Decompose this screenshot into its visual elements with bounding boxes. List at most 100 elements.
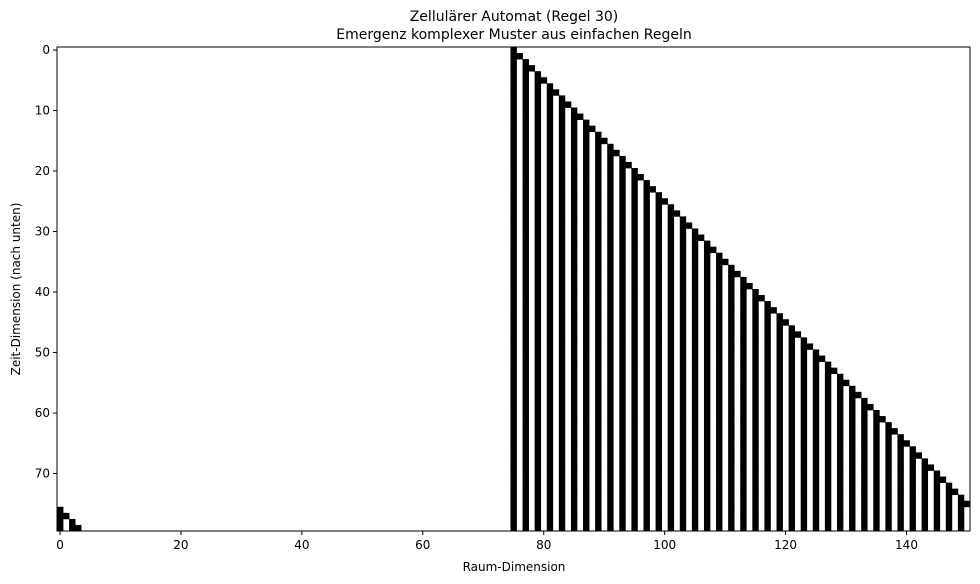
- cell-on: [643, 422, 650, 429]
- cell-on: [607, 379, 614, 387]
- cell-on: [782, 319, 789, 326]
- cell-on: [595, 270, 602, 278]
- cell-on: [655, 282, 662, 290]
- cell-on: [655, 331, 662, 338]
- cell-on: [510, 506, 517, 514]
- cell-on: [546, 289, 554, 296]
- cell-on: [812, 464, 820, 471]
- cell-on: [764, 494, 771, 502]
- cell-on: [546, 83, 554, 90]
- cell-on: [824, 361, 832, 368]
- cell-on: [933, 500, 941, 508]
- cell-on: [546, 234, 554, 241]
- cell-on: [522, 101, 529, 108]
- cell-on: [667, 403, 675, 411]
- cell-on: [679, 216, 687, 223]
- cell-on: [595, 476, 602, 483]
- cell-on: [546, 470, 554, 477]
- cell-on: [510, 240, 517, 247]
- cell-on: [679, 282, 687, 290]
- cell-on: [957, 518, 965, 526]
- cell-on: [963, 500, 971, 508]
- cell-on: [546, 373, 554, 381]
- cell-on: [788, 397, 796, 405]
- cell-on: [558, 264, 566, 272]
- cell-on: [933, 470, 941, 477]
- cell-on: [595, 143, 602, 151]
- cell-on: [764, 512, 771, 520]
- cell-on: [667, 216, 675, 223]
- cell-on: [570, 391, 578, 399]
- cell-on: [619, 367, 626, 375]
- cell-on: [570, 252, 578, 260]
- cell-on: [716, 385, 723, 393]
- cell-on: [583, 228, 590, 235]
- cell-on: [522, 270, 529, 278]
- cell-on: [788, 343, 796, 350]
- cell-on: [522, 234, 529, 241]
- cell-on: [728, 282, 735, 290]
- y-tick-label: 40: [35, 285, 50, 299]
- cell-on: [861, 476, 868, 483]
- cell-on: [897, 452, 904, 459]
- cell-on: [740, 494, 747, 502]
- cell-on: [607, 506, 614, 514]
- cell-on: [510, 422, 517, 429]
- cell-on: [631, 258, 638, 266]
- cell-on: [595, 234, 602, 241]
- cell-on: [631, 524, 638, 532]
- cell-on: [558, 391, 566, 399]
- cell-on: [546, 301, 554, 308]
- cell-on: [788, 476, 796, 483]
- cell-on: [522, 379, 529, 387]
- cell-on: [619, 361, 626, 368]
- cell-on: [522, 71, 529, 78]
- cell-on: [570, 210, 578, 217]
- cell-on: [534, 198, 542, 205]
- cell-on: [655, 446, 662, 453]
- cell-on: [716, 518, 723, 526]
- cell-on: [558, 446, 566, 453]
- cell-on: [534, 343, 542, 350]
- cell-on: [631, 246, 638, 254]
- cell-on: [619, 391, 626, 399]
- cell-on: [522, 107, 529, 114]
- cell-on: [764, 470, 771, 477]
- cell-on: [740, 361, 747, 368]
- cell-on: [558, 464, 566, 471]
- cell-on: [836, 385, 844, 393]
- cell-on: [836, 391, 844, 399]
- cell-on: [510, 252, 517, 260]
- cell-on: [534, 89, 542, 96]
- cell-on: [764, 500, 771, 508]
- cell-on: [691, 470, 699, 477]
- cell-on: [740, 428, 747, 435]
- cell-on: [619, 192, 626, 199]
- cell-on: [667, 276, 675, 284]
- cell-on: [800, 410, 808, 417]
- cell-on: [595, 500, 602, 508]
- cell-on: [764, 524, 771, 532]
- cell-on: [800, 343, 808, 350]
- cell-on: [643, 518, 650, 526]
- cell-on: [546, 313, 554, 320]
- cell-on: [558, 301, 566, 308]
- cell-on: [824, 458, 832, 465]
- cell-on: [57, 512, 64, 520]
- cell-on: [570, 240, 578, 247]
- cell-on: [691, 282, 699, 290]
- cell-on: [69, 518, 76, 526]
- cell-on: [728, 416, 735, 423]
- y-tick-label: 0: [42, 43, 50, 57]
- cell-on: [522, 355, 529, 362]
- cell-on: [728, 397, 735, 405]
- cell-on: [909, 488, 916, 496]
- cell-on: [546, 512, 554, 520]
- cell-on: [643, 295, 650, 302]
- cell-on: [558, 361, 566, 368]
- cell-on: [546, 500, 554, 508]
- cell-on: [824, 464, 832, 471]
- cell-on: [595, 252, 602, 260]
- cell-on: [861, 434, 868, 441]
- cell-on: [716, 482, 723, 489]
